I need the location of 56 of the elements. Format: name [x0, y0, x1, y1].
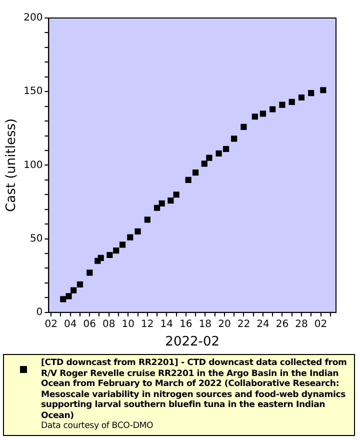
point [144, 216, 150, 223]
point [252, 114, 258, 120]
x-tick-label: 20 [218, 318, 231, 330]
point [192, 170, 199, 176]
y-tick-label: 100 [24, 160, 43, 171]
point [216, 150, 222, 156]
point [134, 228, 141, 234]
x-tick-label: 08 [102, 318, 116, 330]
point [260, 110, 266, 117]
point [270, 106, 276, 112]
x-tick-label: 04 [64, 318, 77, 330]
point [168, 197, 174, 204]
legend-label: [CTD downcast from RR2201] - CTD downcast data collected from R/V Roger Revelle cruise RR2201 in the Argo Basin in the Indian Ocean from February to March of 2022 (Collaborative Research: Mesoscale variability in nitrogen sources and food-web dynamics supporting larval southern bluefin tuna in the eastern Indian Ocean) [41, 358, 348, 421]
y-tick-label: 0 [36, 306, 43, 318]
point [231, 136, 238, 142]
x-tick-label: 26 [276, 318, 289, 330]
point [173, 192, 180, 198]
point [119, 242, 126, 248]
x-tick-label: 02 [44, 318, 58, 330]
point [86, 270, 93, 276]
point [185, 176, 192, 183]
x-tick-label: 14 [160, 318, 174, 330]
point [279, 102, 286, 108]
point [288, 98, 295, 105]
x-tick-label: 06 [83, 318, 96, 330]
x-tick-label: 24 [256, 318, 270, 330]
point [70, 287, 77, 294]
point [240, 124, 247, 130]
point [66, 293, 72, 300]
point [106, 252, 113, 258]
y-tick-label: 200 [24, 12, 43, 24]
point [113, 248, 120, 254]
point [60, 296, 66, 302]
point [223, 146, 230, 152]
x-tick-label: 02 [314, 318, 328, 330]
y-tick-label: 150 [24, 86, 43, 98]
x-tick-label: 16 [180, 318, 192, 330]
y-axis-title: Cast (unitless) [4, 118, 20, 212]
point [98, 254, 104, 261]
x-tick-label: 28 [295, 318, 308, 330]
point [298, 94, 305, 101]
x-tick-label: 22 [237, 318, 250, 330]
point [158, 200, 165, 207]
point [320, 87, 326, 94]
x-axis-title: 2022-02 [165, 334, 220, 350]
point [308, 90, 314, 96]
x-tick-label: 12 [141, 318, 154, 330]
x-tick-label: 10 [122, 318, 135, 330]
point [154, 204, 160, 211]
point [76, 281, 84, 288]
y-tick-label: 50 [30, 233, 43, 244]
text: Data courtesy of BCO-DMO [41, 421, 154, 432]
point [201, 160, 208, 167]
x-tick-label: 18 [198, 318, 212, 330]
point [206, 154, 212, 161]
point [127, 234, 134, 240]
